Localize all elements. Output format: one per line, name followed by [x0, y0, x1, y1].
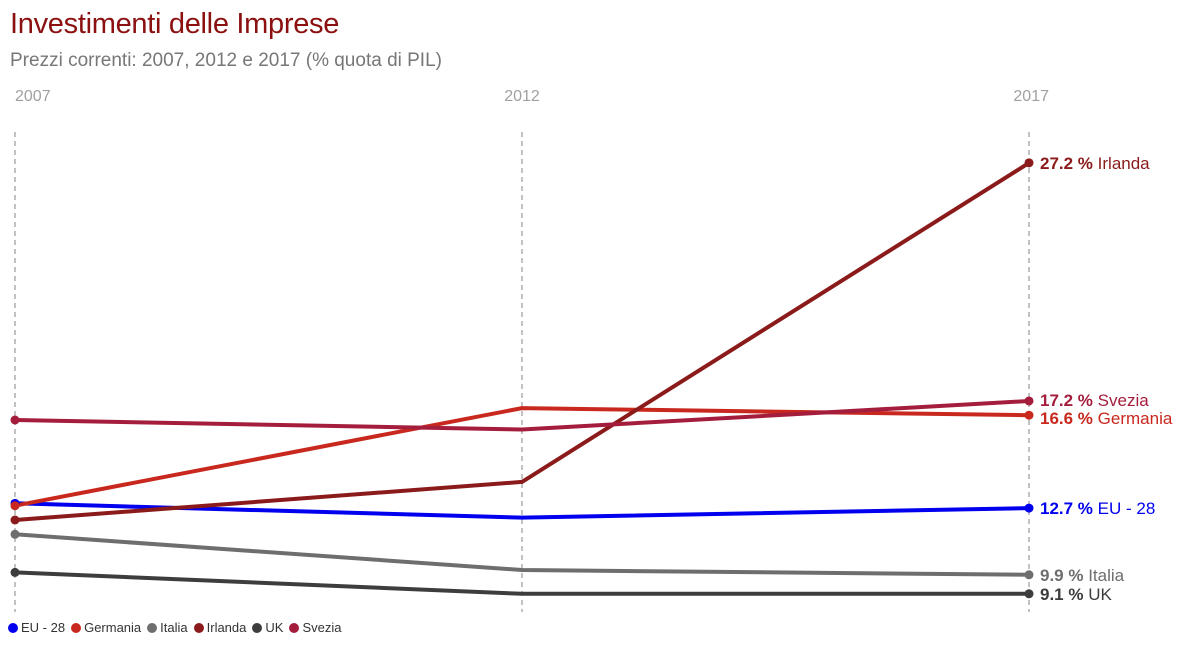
end-label-name-eu-28: EU - 28 — [1093, 499, 1155, 518]
x-tick-label-2012: 2012 — [504, 88, 540, 105]
series-line-svezia — [13, 399, 1031, 432]
year-tick-labels: 2007 2012 2017 — [15, 88, 1049, 105]
end-label-value-svezia: 17.2 % — [1040, 391, 1093, 410]
point-germania-2007 — [10, 501, 20, 511]
legend-swatch-germania — [71, 622, 82, 633]
legend-swatch-uk — [252, 622, 263, 633]
x-tick-label-2007: 2007 — [15, 88, 51, 105]
end-label-name-italia: Italia — [1083, 566, 1124, 585]
legend-item-eu-28: EU - 28 — [8, 620, 65, 635]
point-italia-2007 — [10, 529, 20, 539]
legend-item-italia: Italia — [147, 620, 188, 635]
point-italia-2017 — [1024, 570, 1034, 580]
point-svezia-2007 — [10, 415, 20, 425]
end-label-value-irlanda: 27.2 % — [1040, 154, 1093, 173]
legend-label-italia: Italia — [160, 620, 188, 635]
chart-subtitle: Prezzi correnti: 2007, 2012 e 2017 (% qu… — [10, 50, 442, 71]
series-line-irlanda — [13, 160, 1031, 522]
legend-label-irlanda: Irlanda — [206, 620, 247, 635]
end-label-name-irlanda: Irlanda — [1093, 154, 1150, 173]
point-eu-28-2017 — [1024, 503, 1034, 513]
series-line-germania — [13, 406, 1031, 508]
point-irlanda-2007 — [10, 515, 20, 525]
legend: EU - 28 Germania Italia Irlanda UK Svezia — [8, 620, 347, 635]
end-labels: 12.7 % EU - 28 16.6 % Germania 9.9 % Itali… — [1040, 154, 1173, 604]
legend-label-germania: Germania — [84, 620, 142, 635]
end-label-value-uk: 9.1 % — [1040, 585, 1083, 604]
chart-title: Investimenti delle Imprese — [10, 8, 340, 40]
legend-item-germania: Germania — [71, 620, 141, 635]
legend-label-uk: UK — [265, 620, 284, 635]
point-uk-2007 — [10, 567, 20, 577]
series-line-italia — [13, 532, 1031, 577]
end-label-italia: 9.9 % Italia — [1040, 566, 1125, 585]
legend-label-eu-28: EU - 28 — [21, 620, 66, 635]
series-points — [10, 158, 1034, 599]
end-label-value-germania: 16.6 % — [1040, 409, 1093, 428]
series-line-uk — [13, 570, 1031, 596]
point-uk-2017 — [1024, 589, 1034, 599]
legend-item-uk: UK — [252, 620, 283, 635]
end-label-eu-28: 12.7 % EU - 28 — [1040, 499, 1155, 518]
legend-swatch-eu-28 — [8, 622, 18, 633]
point-svezia-2017 — [1024, 396, 1034, 406]
end-label-value-eu-28: 12.7 % — [1040, 499, 1093, 518]
year-gridlines — [14, 132, 1030, 612]
legend-label-svezia: Svezia — [302, 620, 342, 635]
legend-item-svezia: Svezia — [289, 620, 341, 635]
legend-item-irlanda: Irlanda — [193, 620, 247, 635]
end-label-name-svezia: Svezia — [1093, 391, 1149, 410]
legend-swatch-svezia — [289, 622, 300, 633]
end-label-value-italia: 9.9 % — [1040, 566, 1083, 585]
end-label-germania: 16.6 % Germania — [1040, 409, 1173, 428]
point-irlanda-2017 — [1024, 158, 1034, 168]
x-tick-label-2017: 2017 — [1013, 88, 1049, 105]
series-lines — [13, 160, 1031, 596]
end-label-name-uk: UK — [1083, 585, 1112, 604]
legend-swatch-italia — [147, 622, 158, 633]
end-label-uk: 9.1 % UK — [1040, 585, 1112, 604]
end-label-name-germania: Germania — [1093, 409, 1173, 428]
end-label-svezia: 17.2 % Svezia — [1040, 391, 1149, 410]
legend-swatch-irlanda — [193, 622, 204, 633]
point-germania-2017 — [1024, 410, 1034, 420]
end-label-irlanda: 27.2 % Irlanda — [1040, 154, 1150, 173]
